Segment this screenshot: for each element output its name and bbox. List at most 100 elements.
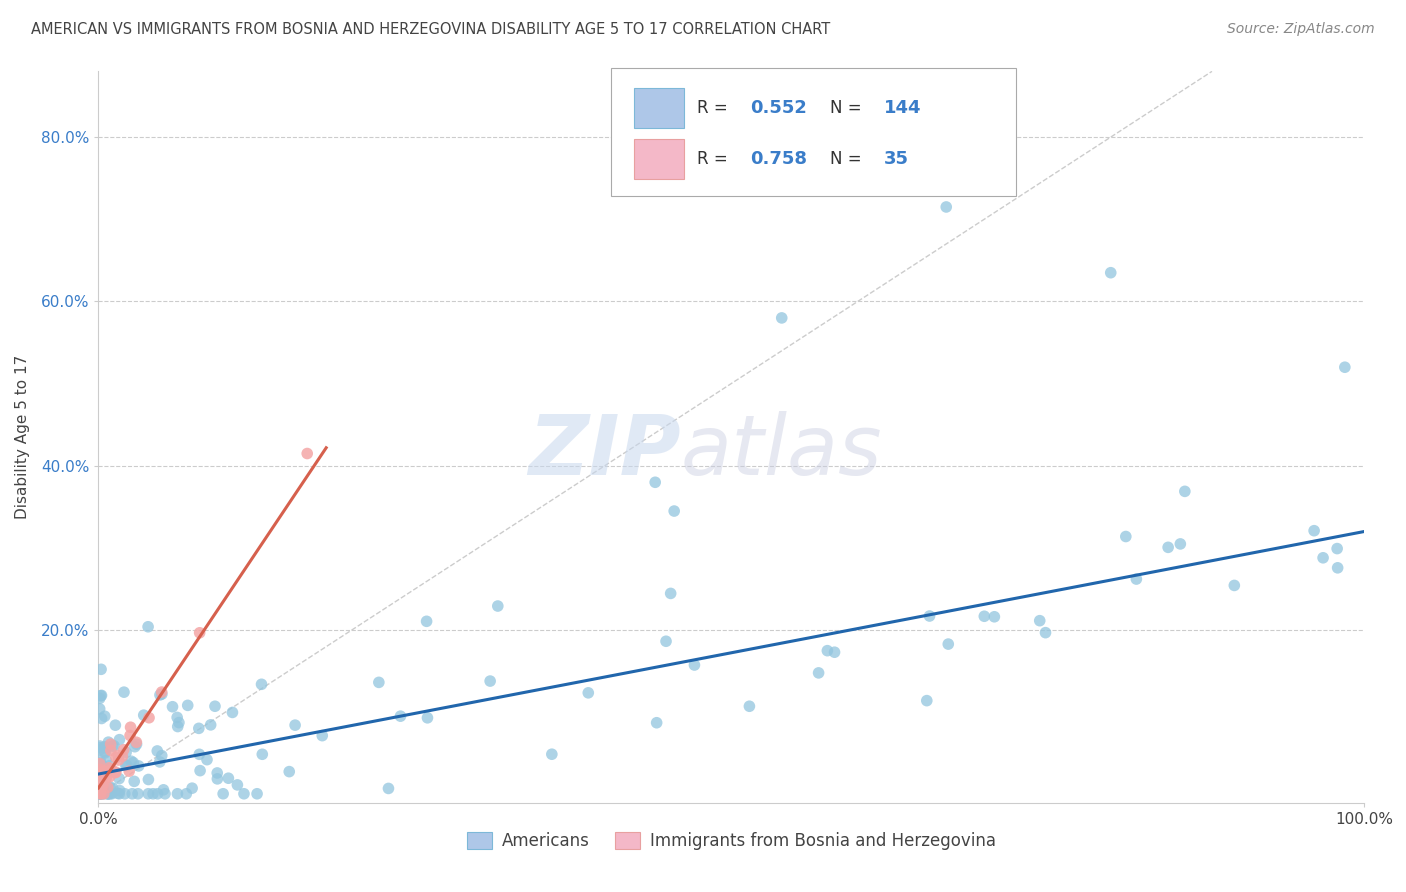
Point	[124, 739, 146, 754]
Point	[479, 674, 502, 689]
Point	[100, 762, 122, 776]
Point	[98, 787, 121, 801]
Point	[89, 739, 111, 753]
Point	[166, 720, 188, 734]
Point	[278, 764, 301, 779]
Point	[90, 787, 112, 801]
Point	[90, 776, 112, 790]
Point	[111, 749, 134, 764]
Point	[108, 783, 131, 797]
Point	[195, 753, 218, 767]
Point	[107, 786, 129, 800]
Point	[93, 787, 115, 801]
Point	[97, 787, 120, 801]
Point	[815, 643, 838, 657]
Point	[89, 756, 111, 771]
Point	[1223, 578, 1246, 592]
Point	[89, 753, 111, 767]
Point	[104, 750, 127, 764]
Point	[115, 758, 138, 772]
FancyBboxPatch shape	[610, 68, 1015, 195]
Point	[138, 711, 160, 725]
Point	[1174, 484, 1197, 499]
Point	[1029, 614, 1052, 628]
Point	[176, 787, 198, 801]
Point	[576, 686, 599, 700]
Point	[96, 784, 118, 798]
Point	[162, 699, 184, 714]
Point	[1312, 550, 1334, 565]
Point	[166, 710, 188, 724]
Point	[149, 755, 172, 769]
Point	[93, 764, 115, 779]
Point	[246, 787, 269, 801]
Text: AMERICAN VS IMMIGRANTS FROM BOSNIA AND HERZEGOVINA DISABILITY AGE 5 TO 17 CORREL: AMERICAN VS IMMIGRANTS FROM BOSNIA AND H…	[31, 22, 830, 37]
Point	[101, 787, 124, 801]
Point	[486, 599, 509, 613]
Point	[1326, 561, 1348, 575]
Point	[114, 758, 136, 772]
Point	[136, 787, 159, 801]
Point	[98, 780, 121, 795]
Point	[104, 765, 127, 780]
Point	[284, 718, 307, 732]
Point	[217, 771, 239, 785]
Point	[122, 774, 145, 789]
Point	[89, 787, 111, 801]
Point	[188, 747, 211, 762]
Y-axis label: Disability Age 5 to 17: Disability Age 5 to 17	[15, 355, 30, 519]
Point	[101, 781, 124, 796]
Point	[1333, 360, 1355, 375]
Point	[104, 718, 127, 732]
Point	[221, 706, 243, 720]
Point	[98, 758, 121, 772]
Point	[112, 743, 135, 757]
Point	[770, 310, 793, 325]
Point	[200, 718, 222, 732]
Point	[89, 787, 111, 801]
Point	[166, 787, 188, 801]
Point	[153, 787, 176, 801]
Point	[973, 609, 995, 624]
Point	[94, 739, 117, 754]
Point	[1035, 625, 1057, 640]
Point	[97, 780, 120, 795]
Point	[205, 766, 228, 780]
Point	[1099, 266, 1122, 280]
Point	[91, 778, 114, 792]
Point	[89, 774, 111, 789]
Point	[89, 787, 111, 801]
Point	[94, 746, 117, 760]
Point	[94, 764, 117, 778]
Point	[1125, 572, 1147, 586]
Point	[1326, 541, 1348, 556]
Point	[94, 745, 117, 759]
Point	[97, 787, 120, 801]
Point	[96, 764, 118, 779]
Text: N =: N =	[830, 150, 866, 168]
Point	[935, 200, 957, 214]
Point	[644, 475, 666, 490]
Point	[104, 765, 127, 780]
Point	[96, 754, 118, 768]
Point	[936, 637, 959, 651]
Point	[1303, 524, 1326, 538]
Point	[98, 770, 121, 784]
Point	[90, 689, 112, 703]
Text: 144: 144	[884, 99, 922, 117]
Point	[122, 756, 145, 770]
Point	[125, 735, 148, 749]
Point	[181, 781, 204, 796]
Point	[738, 699, 761, 714]
Text: R =: R =	[697, 150, 733, 168]
Point	[188, 625, 211, 640]
Point	[121, 787, 143, 801]
Point	[167, 715, 190, 730]
Point	[125, 737, 148, 751]
Point	[90, 787, 112, 801]
Point	[297, 446, 319, 460]
Text: Source: ZipAtlas.com: Source: ZipAtlas.com	[1227, 22, 1375, 37]
Point	[90, 662, 112, 676]
Point	[204, 699, 226, 714]
Text: atlas: atlas	[681, 411, 882, 492]
